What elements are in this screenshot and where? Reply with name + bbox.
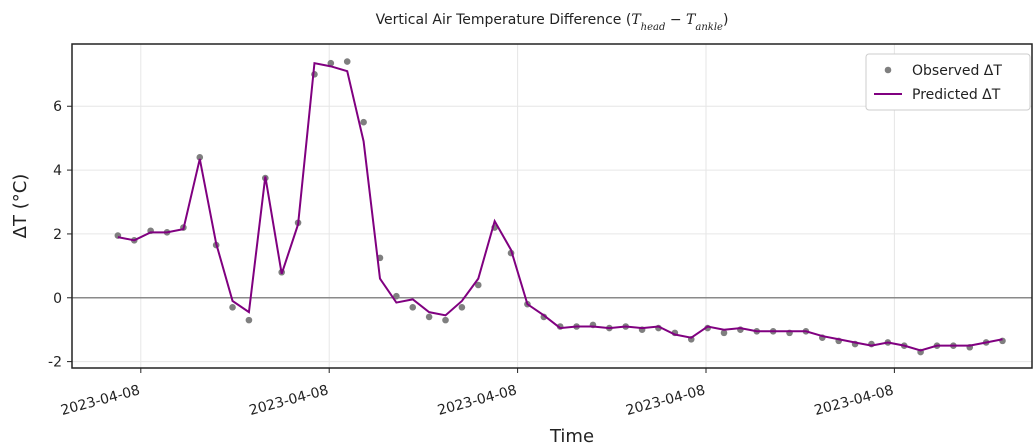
title-part: T xyxy=(686,12,697,28)
chart-title: Vertical Air Temperature Difference (The… xyxy=(376,12,729,33)
title-part: head xyxy=(641,22,666,33)
point xyxy=(409,304,417,311)
point xyxy=(442,316,449,324)
point xyxy=(425,313,433,321)
legend-box xyxy=(865,53,1031,111)
legend-label: Observed ΔT xyxy=(912,63,1002,79)
title-part: T xyxy=(631,12,642,28)
y-axis-label: ΔT (°C) xyxy=(10,174,31,239)
x-axis-label: Time xyxy=(549,426,594,447)
point xyxy=(360,118,367,126)
point xyxy=(393,292,400,300)
point xyxy=(343,58,351,65)
title-part: Vertical Air Temperature Difference ( xyxy=(376,12,632,28)
point xyxy=(458,304,466,311)
point xyxy=(999,337,1006,345)
point xyxy=(327,59,335,67)
y-tick-label: 4 xyxy=(53,163,62,179)
plot-frame xyxy=(71,43,1033,369)
line xyxy=(117,61,1003,352)
point xyxy=(245,316,253,324)
title-part: ) xyxy=(723,12,728,28)
title-part: ankle xyxy=(695,22,723,33)
point xyxy=(474,281,482,289)
y-tick-label: 0 xyxy=(53,291,62,307)
title-part: − xyxy=(665,12,686,28)
y-tick-label: -2 xyxy=(48,355,62,371)
point xyxy=(720,329,728,337)
legend-label: Predicted ΔT xyxy=(912,87,1001,103)
point xyxy=(196,154,204,161)
legend-marker xyxy=(884,66,892,74)
y-tick-label: 2 xyxy=(53,227,62,243)
point xyxy=(229,304,236,311)
y-tick-label: 6 xyxy=(53,99,62,115)
